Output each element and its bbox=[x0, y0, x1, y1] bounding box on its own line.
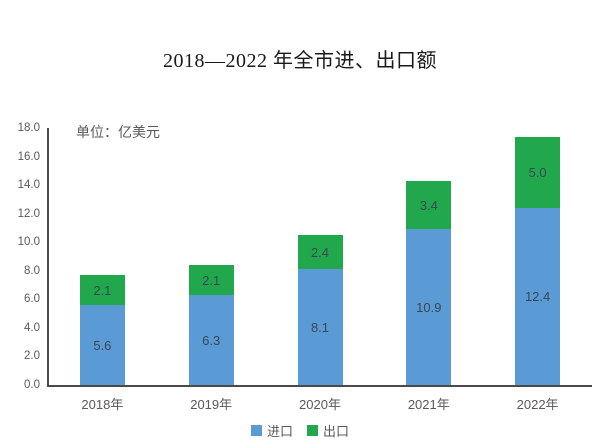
bar-segment-进口: 6.3 bbox=[188, 295, 234, 385]
bar-segment-进口: 5.6 bbox=[79, 305, 125, 385]
bar-segment-出口: 3.4 bbox=[406, 180, 452, 230]
bar-segment-进口: 12.4 bbox=[515, 207, 561, 385]
chart-title: 2018—2022 年全市进、出口额 bbox=[163, 50, 437, 72]
legend-swatch-icon bbox=[307, 425, 318, 436]
x-axis-category-label: 2019年 bbox=[190, 397, 233, 412]
y-axis-tick-label: 8.0 bbox=[24, 264, 40, 277]
bar-value-label: 5.0 bbox=[528, 164, 547, 180]
legend-swatch-icon bbox=[250, 425, 262, 436]
y-axis-line bbox=[47, 128, 49, 385]
bar-segment-出口: 2.4 bbox=[297, 235, 343, 270]
bar-value-label: 12.4 bbox=[524, 288, 551, 304]
legend-item-出口: 出口 bbox=[307, 421, 349, 440]
bar-value-label: 2.4 bbox=[310, 244, 330, 260]
chart-legend: 进口 出口 bbox=[0, 421, 600, 440]
y-axis-tick-label: 0.0 bbox=[24, 379, 40, 391]
y-axis-tick-label: 10.0 bbox=[17, 236, 40, 249]
bar-value-label: 10.9 bbox=[416, 299, 442, 315]
bar-value-label: 2.1 bbox=[202, 272, 221, 288]
y-axis-tick-label: 2.0 bbox=[24, 350, 40, 363]
bar-value-label: 8.1 bbox=[310, 319, 330, 335]
x-axis-category-label: 2018年 bbox=[81, 397, 124, 412]
y-axis-tick-label: 14.0 bbox=[17, 179, 40, 192]
y-axis-tick-label: 12.0 bbox=[17, 207, 40, 220]
y-axis-tick-label: 16.0 bbox=[17, 150, 40, 163]
x-axis-line bbox=[47, 385, 592, 387]
bar-value-label: 6.3 bbox=[202, 332, 221, 348]
bar-segment-出口: 5.0 bbox=[515, 136, 561, 208]
unit-label: 单位：亿美元 bbox=[76, 124, 160, 140]
bar-segment-进口: 8.1 bbox=[297, 269, 343, 385]
y-axis-tick-label: 6.0 bbox=[24, 293, 40, 306]
bar-value-label: 2.1 bbox=[93, 282, 112, 298]
legend-label: 出口 bbox=[323, 424, 350, 439]
legend-item-进口: 进口 bbox=[250, 421, 293, 440]
x-axis-category-label: 2021年 bbox=[407, 397, 450, 412]
bar-value-label: 3.4 bbox=[419, 197, 438, 213]
bar-segment-出口: 2.1 bbox=[188, 265, 234, 296]
bar-segment-进口: 10.9 bbox=[406, 229, 452, 385]
x-axis-category-label: 2022年 bbox=[516, 397, 559, 412]
legend-label: 进口 bbox=[266, 424, 293, 439]
y-axis-tick-label: 4.0 bbox=[24, 321, 40, 334]
x-axis-category-label: 2020年 bbox=[299, 397, 341, 412]
bar-value-label: 5.6 bbox=[93, 337, 112, 353]
y-axis-tick-label: 18.0 bbox=[17, 122, 40, 134]
bar-segment-出口: 2.1 bbox=[79, 275, 125, 306]
